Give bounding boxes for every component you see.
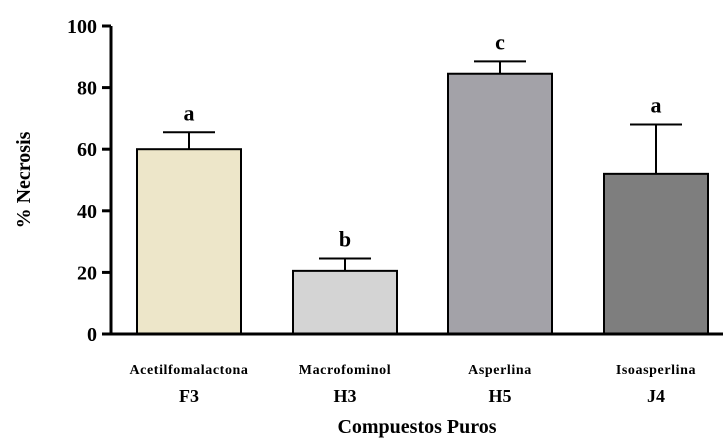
x-axis-title: Compuestos Puros: [337, 416, 496, 438]
bar-j4: [603, 172, 709, 335]
bars-layer: a b c a: [136, 29, 709, 336]
x-category-name: Asperlina: [468, 363, 532, 378]
bar-h3: [292, 269, 398, 335]
x-axis: Acetilfomalactona F3 Macrofominol H3 Asperli…: [102, 332, 723, 406]
x-category-code: H5: [488, 386, 511, 406]
significance-letter: a: [651, 93, 662, 118]
significance-letter: b: [339, 227, 351, 252]
y-tick-label: 60: [77, 139, 97, 161]
significance-letter: a: [184, 100, 195, 125]
x-category-name: Acetilfomalactona: [129, 363, 248, 378]
y-tick-label: 0: [87, 324, 97, 346]
bar-h5: [447, 72, 553, 336]
x-category-name: Macrofominol: [299, 363, 391, 378]
bar-f3: [136, 148, 242, 335]
x-category-code: F3: [179, 386, 199, 406]
y-tick-label: 80: [77, 78, 97, 100]
significance-letter: c: [495, 29, 505, 54]
x-category-name: Isoasperlina: [616, 363, 696, 378]
y-tick-label: 20: [77, 262, 97, 284]
y-tick-label: 40: [77, 201, 97, 223]
y-axis: 0 20 40 60 80 100: [67, 16, 113, 346]
y-axis-title: % Necrosis: [13, 131, 35, 228]
x-category-code: J4: [647, 386, 665, 406]
x-category-code: H3: [333, 386, 356, 406]
y-tick-label: 100: [67, 16, 97, 38]
